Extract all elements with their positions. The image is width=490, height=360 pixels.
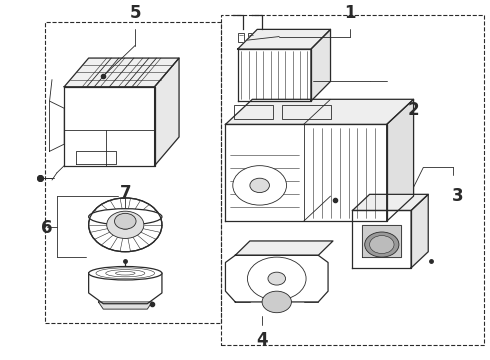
Circle shape [247, 257, 306, 300]
Bar [238, 33, 244, 42]
Polygon shape [155, 58, 179, 166]
Text: 5: 5 [129, 4, 141, 22]
Polygon shape [225, 125, 387, 221]
Polygon shape [311, 30, 331, 101]
Circle shape [120, 221, 131, 229]
Polygon shape [352, 211, 411, 268]
Circle shape [262, 291, 292, 313]
Ellipse shape [89, 209, 162, 225]
Circle shape [369, 235, 394, 253]
Circle shape [250, 178, 270, 193]
Bar [220, 15, 485, 345]
Circle shape [89, 198, 162, 252]
Bar [248, 33, 254, 42]
Polygon shape [89, 273, 162, 304]
Text: 4: 4 [256, 330, 268, 348]
Text: 6: 6 [41, 219, 53, 237]
Polygon shape [76, 151, 116, 164]
Bar [45, 22, 220, 323]
Text: 3: 3 [452, 187, 464, 205]
Circle shape [233, 166, 287, 205]
Polygon shape [64, 58, 179, 87]
Polygon shape [352, 194, 428, 211]
Text: 7: 7 [120, 184, 131, 202]
Polygon shape [387, 99, 414, 221]
Bar [234, 105, 272, 120]
Text: 1: 1 [344, 4, 356, 22]
Polygon shape [225, 99, 414, 125]
Polygon shape [49, 101, 64, 151]
Text: 2: 2 [408, 101, 419, 119]
Polygon shape [98, 302, 152, 309]
Circle shape [365, 232, 399, 257]
Polygon shape [64, 87, 155, 166]
Polygon shape [238, 49, 311, 101]
Polygon shape [225, 255, 328, 302]
Polygon shape [238, 30, 331, 49]
Circle shape [115, 213, 136, 229]
Bar [282, 105, 331, 120]
Polygon shape [411, 194, 428, 268]
Circle shape [107, 211, 144, 238]
Circle shape [268, 272, 286, 285]
Ellipse shape [89, 266, 162, 280]
Polygon shape [362, 225, 401, 257]
Polygon shape [235, 241, 333, 255]
